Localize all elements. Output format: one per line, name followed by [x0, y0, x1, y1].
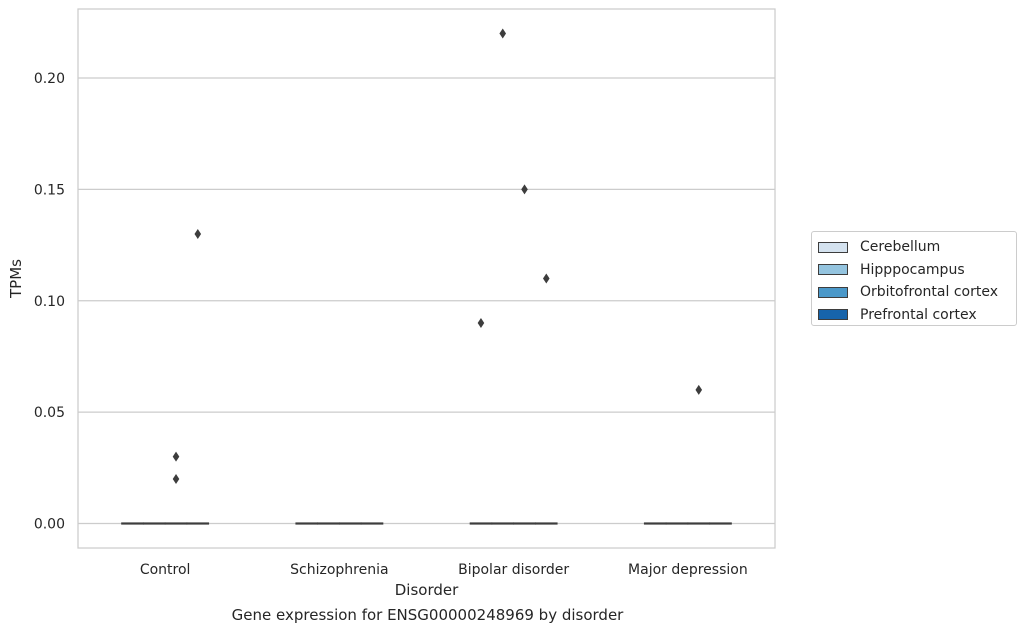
- x-tick-label: Bipolar disorder: [458, 562, 569, 578]
- x-tick-label: Schizophrenia: [290, 562, 388, 578]
- legend-label: Hipppocampus: [860, 261, 965, 278]
- x-tick-labels: Control Schizophrenia Bipolar disorder Majo…: [140, 562, 748, 578]
- legend-item-prefrontal-cortex: Prefrontal cortex: [812, 304, 1016, 327]
- outlier-point: [172, 451, 180, 462]
- grid-lines: [78, 77, 775, 525]
- y-tick-label: 0.10: [34, 294, 65, 310]
- legend-swatch: [818, 309, 848, 321]
- legend-label: Prefrontal cortex: [860, 306, 977, 323]
- outlier-point: [477, 318, 485, 329]
- plot-area-frame: [77, 8, 776, 549]
- legend-label: Cerebellum: [860, 239, 941, 256]
- y-axis-title: TPMs: [7, 259, 25, 299]
- x-tick-label: Major depression: [628, 562, 748, 578]
- outliers: [172, 28, 703, 484]
- legend-label: Orbitofrontal cortex: [860, 284, 998, 301]
- legend-item-orbitofrontal-cortex: Orbitofrontal cortex: [812, 281, 1016, 304]
- outlier-point: [542, 273, 550, 284]
- outlier-point: [499, 28, 507, 39]
- legend-swatch: [818, 241, 848, 253]
- y-tick-label: 0.00: [34, 517, 65, 533]
- y-tick-labels: 0.00 0.05 0.10 0.15 0.20: [34, 71, 65, 532]
- outlier-point: [695, 384, 703, 395]
- y-tick-label: 0.20: [34, 71, 65, 87]
- y-tick-label: 0.05: [34, 405, 65, 421]
- chart-caption: Gene expression for ENSG00000248969 by d…: [231, 606, 624, 624]
- y-tick-label: 0.15: [34, 182, 65, 198]
- x-tick-label: Control: [140, 562, 191, 578]
- x-axis-title: Disorder: [395, 581, 459, 599]
- outlier-point: [194, 228, 202, 239]
- legend-item-cerebellum: Cerebellum: [812, 236, 1016, 259]
- outlier-point: [521, 184, 528, 195]
- legend-swatch: [818, 264, 848, 276]
- boxes: [121, 522, 732, 525]
- legend-swatch: [818, 286, 848, 298]
- outlier-point: [172, 473, 180, 484]
- legend: Cerebellum Hipppocampus Orbitofrontal co…: [811, 231, 1017, 326]
- legend-item-hippocampus: Hipppocampus: [812, 259, 1016, 282]
